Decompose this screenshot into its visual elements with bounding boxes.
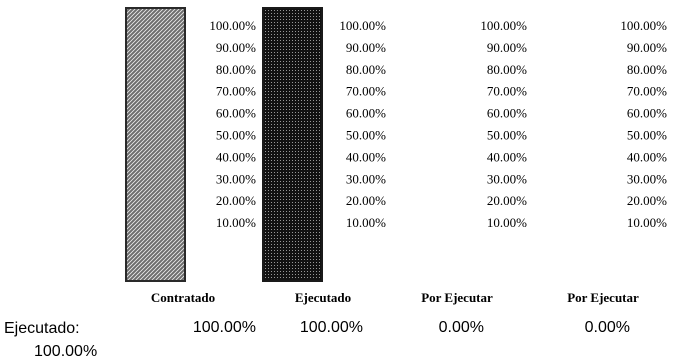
value-label: 100.00%	[193, 319, 256, 336]
y-tick-label: 100.00%	[209, 18, 256, 33]
y-tick-label: 70.00%	[216, 84, 256, 99]
y-tick-label: 50.00%	[627, 128, 667, 143]
value-label: 100.00%	[300, 319, 363, 336]
y-tick-label: 70.00%	[627, 84, 667, 99]
bar-contratado	[125, 7, 186, 282]
y-tick-label: 60.00%	[627, 106, 667, 121]
y-tick-label: 80.00%	[346, 62, 386, 77]
y-tick-label: 40.00%	[346, 149, 386, 164]
category-labels-layer: Contratado Ejecutado Por Ejecutar Por Ejecu…	[151, 290, 639, 305]
y-tick-label: 40.00%	[627, 149, 667, 164]
y-tick-label: 80.00%	[627, 62, 667, 77]
value-label: 0.00%	[439, 319, 484, 336]
category-label: Por Ejecutar	[567, 290, 639, 305]
y-tick-label: 60.00%	[346, 106, 386, 121]
y-tick-label: 100.00%	[620, 18, 667, 33]
y-tick-label: 10.00%	[487, 215, 527, 230]
y-tick-label: 60.00%	[216, 106, 256, 121]
y-tick-label: 20.00%	[346, 193, 386, 208]
value-labels-layer: 100.00% 100.00% 0.00% 0.00%	[193, 319, 630, 336]
y-tick-label: 40.00%	[487, 149, 527, 164]
y-tick-label: 30.00%	[346, 171, 386, 186]
y-tick-label: 90.00%	[627, 40, 667, 55]
y-tick-label: 50.00%	[216, 128, 256, 143]
y-tick-label: 80.00%	[487, 62, 527, 77]
value-label: 0.00%	[585, 319, 630, 336]
category-label: Ejecutado	[295, 290, 351, 305]
category-label: Contratado	[151, 290, 215, 305]
y-tick-label: 20.00%	[216, 193, 256, 208]
y-tick-label: 70.00%	[487, 84, 527, 99]
y-tick-label: 50.00%	[346, 128, 386, 143]
y-tick-label: 10.00%	[216, 215, 256, 230]
y-tick-label: 20.00%	[487, 193, 527, 208]
y-tick-label: 100.00%	[339, 18, 386, 33]
y-tick-label: 30.00%	[216, 171, 256, 186]
bars-layer	[125, 7, 323, 282]
y-tick-label: 10.00%	[346, 215, 386, 230]
y-tick-label: 50.00%	[487, 128, 527, 143]
y-tick-label: 60.00%	[487, 106, 527, 121]
y-tick-label: 90.00%	[216, 40, 256, 55]
category-label: Por Ejecutar	[421, 290, 493, 305]
y-tick-label: 10.00%	[627, 215, 667, 230]
y-tick-label: 30.00%	[487, 171, 527, 186]
y-tick-label: 70.00%	[346, 84, 386, 99]
summary-label: Ejecutado:	[4, 320, 80, 337]
y-tick-label: 90.00%	[487, 40, 527, 55]
y-tick-label: 80.00%	[216, 62, 256, 77]
summary-layer: Ejecutado: 100.00%	[4, 320, 97, 360]
tick-labels-layer: 100.00% 90.00% 80.00% 70.00% 60.00% 50.00% 40.…	[209, 18, 667, 230]
y-tick-label: 20.00%	[627, 193, 667, 208]
y-tick-label: 40.00%	[216, 149, 256, 164]
summary-value: 100.00%	[34, 343, 97, 360]
y-tick-label: 100.00%	[480, 18, 527, 33]
y-tick-label: 90.00%	[346, 40, 386, 55]
y-tick-label: 30.00%	[627, 171, 667, 186]
bar-ejecutado	[262, 7, 323, 282]
